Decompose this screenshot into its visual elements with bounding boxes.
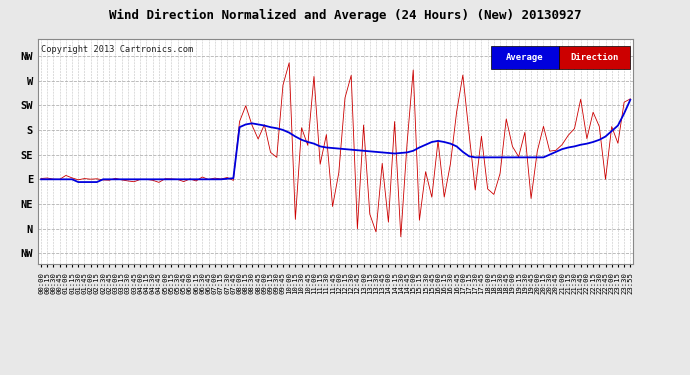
Text: Wind Direction Normalized and Average (24 Hours) (New) 20130927: Wind Direction Normalized and Average (2… <box>109 9 581 22</box>
Text: Direction: Direction <box>571 53 619 62</box>
Text: Average: Average <box>506 53 544 62</box>
Bar <box>491 46 559 69</box>
Bar <box>559 46 631 69</box>
Text: Copyright 2013 Cartronics.com: Copyright 2013 Cartronics.com <box>41 45 193 54</box>
